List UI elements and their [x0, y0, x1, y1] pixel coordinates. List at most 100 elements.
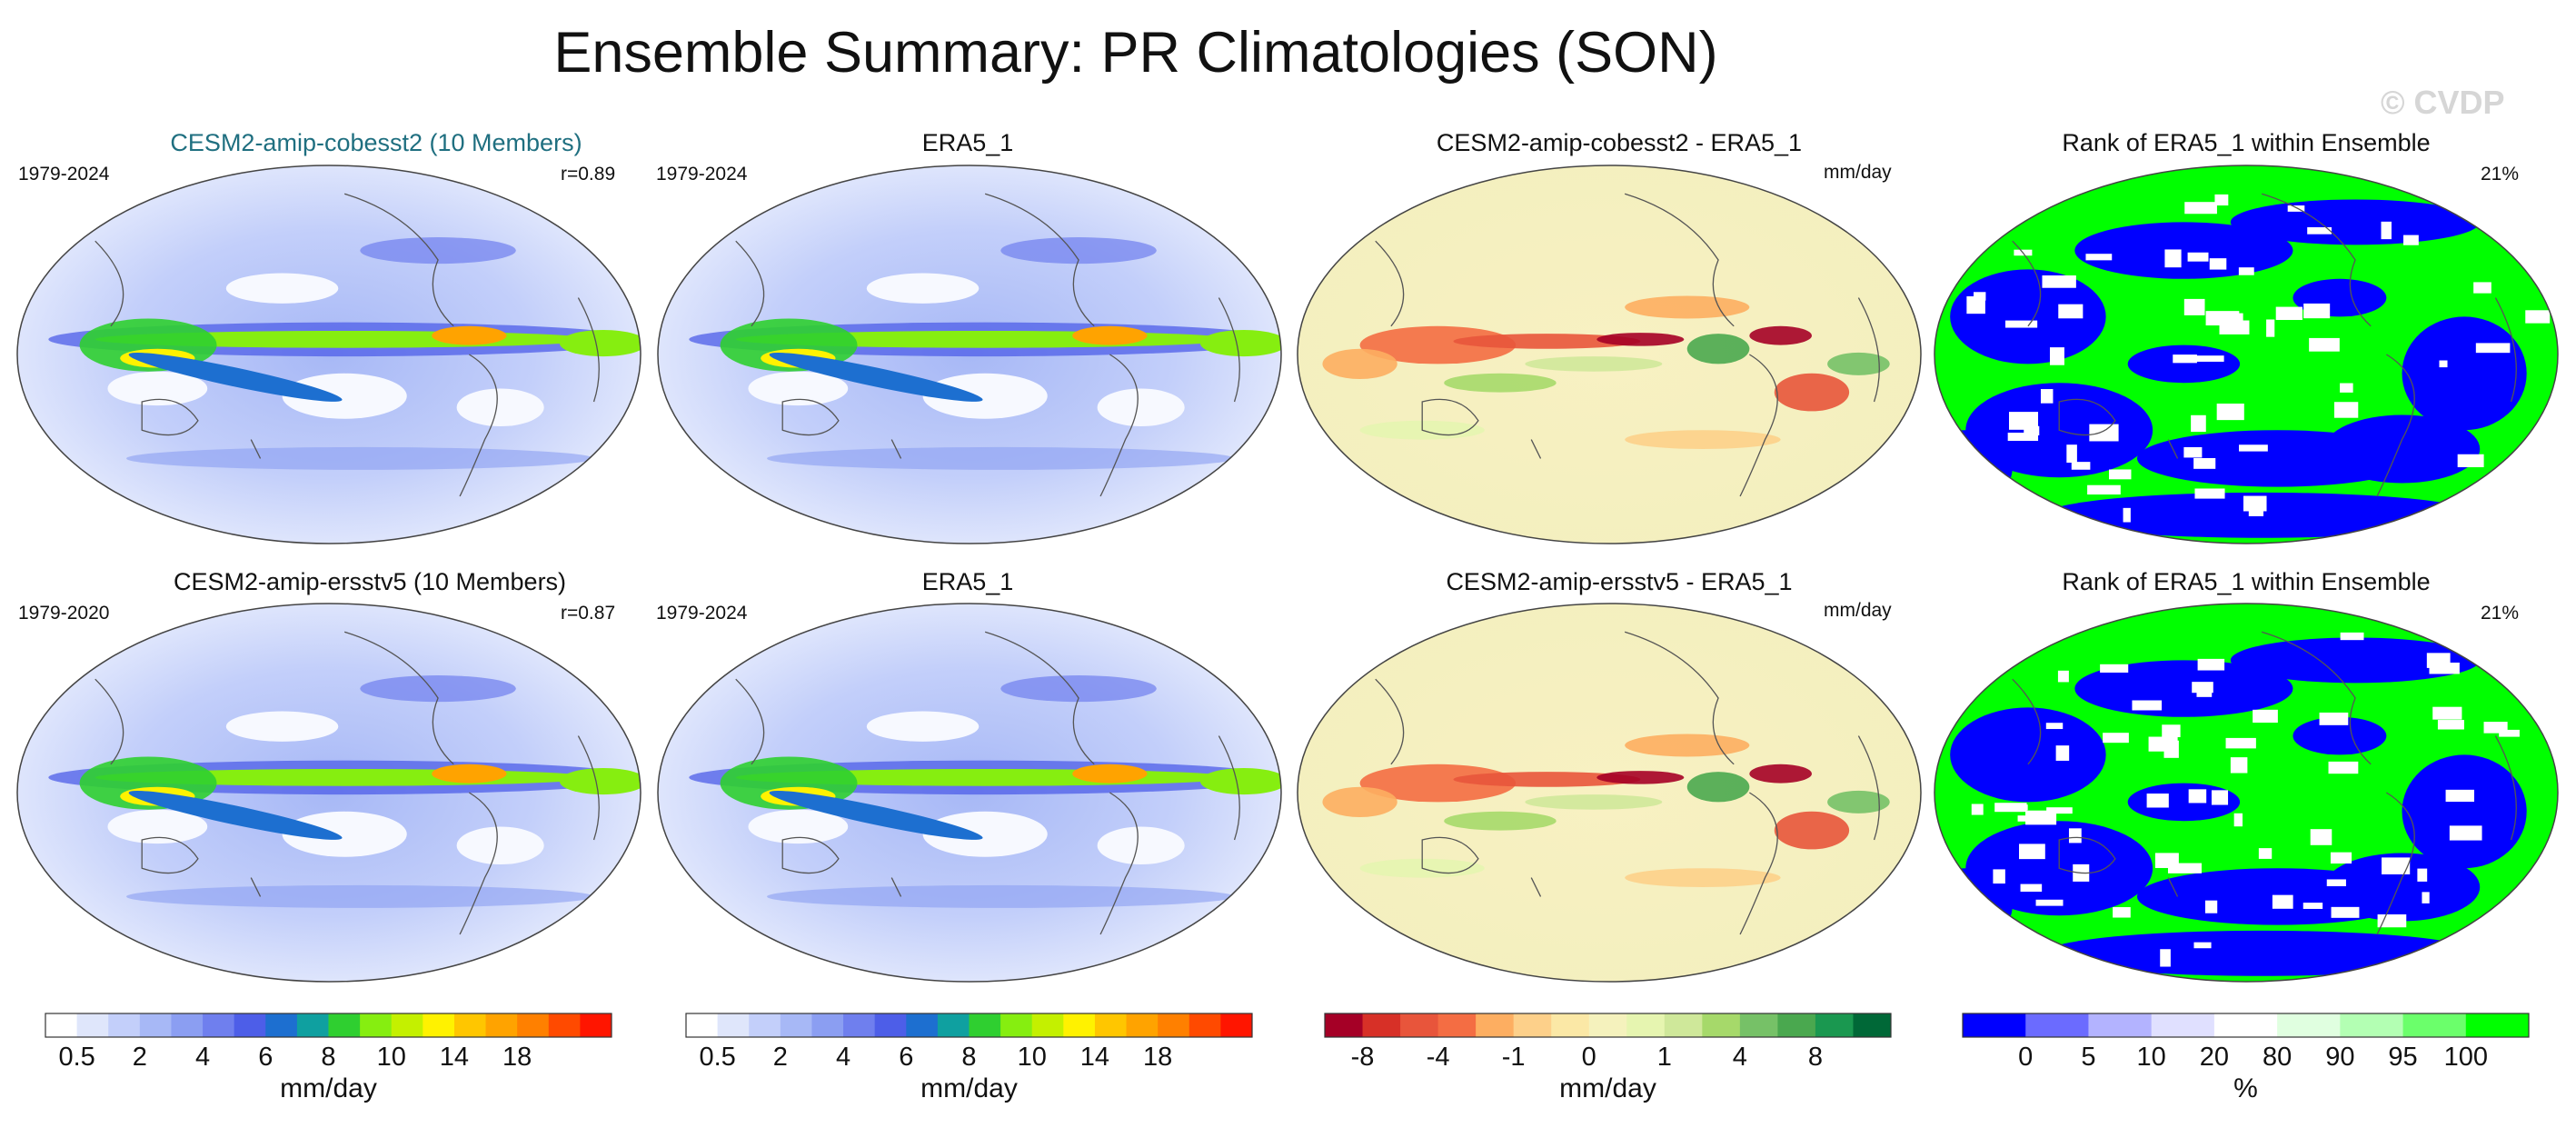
colorbar-swatch — [2402, 1013, 2467, 1037]
coastline — [1857, 297, 1880, 403]
coastline — [1421, 398, 1479, 436]
coastline — [890, 439, 902, 459]
storm-track-north — [360, 237, 516, 265]
dry-region — [1097, 388, 1185, 427]
diff-anomaly — [1359, 764, 1517, 803]
rank-mid-cell — [2422, 892, 2430, 903]
colorbar-swatch — [548, 1013, 581, 1037]
coastline — [343, 631, 454, 765]
colorbar-swatch — [296, 1013, 329, 1037]
colorbar-swatch — [1963, 1013, 2026, 1037]
colorbar-swatch — [580, 1013, 612, 1037]
dry-region — [456, 826, 544, 865]
rank-mid-cell — [2045, 723, 2064, 730]
diff-anomaly — [1453, 772, 1641, 787]
atlantic-itcz — [559, 329, 641, 357]
colorbar-swatch — [1031, 1013, 1064, 1037]
colorbar-swatch — [1094, 1013, 1128, 1037]
figure-title: Ensemble Summary: PR Climatologies (SON) — [553, 21, 1718, 85]
colorbar-tick-label: 14 — [439, 1043, 470, 1072]
rank-mid-cell — [2209, 258, 2227, 270]
rank-mid-cell — [2239, 444, 2268, 452]
colorbar-tick-label: 90 — [2325, 1043, 2355, 1072]
colorbar-swatch — [1702, 1013, 1741, 1037]
rank-mid-cell — [2473, 282, 2491, 294]
rank-mid-cell — [2272, 894, 2293, 909]
coastline — [2058, 836, 2116, 874]
rank-mid-cell — [2326, 879, 2346, 887]
coastline — [141, 398, 199, 436]
colorbar-tick-label: 18 — [502, 1043, 532, 1072]
diff-anomaly — [1525, 794, 1663, 810]
rank-mid-cell — [2020, 883, 2043, 893]
colorbar-units: mm/day — [1559, 1073, 1656, 1103]
rank-mid-cell — [2146, 794, 2169, 808]
colorbar-tick-label: 5 — [2081, 1043, 2096, 1072]
diff-anomaly — [1827, 352, 1890, 375]
panel-title-model-row1: CESM2-amip-cobesst2 (10 Members) — [170, 129, 582, 156]
map-panel-rank-row2 — [1934, 604, 2558, 982]
colorbar-swatch — [360, 1013, 393, 1037]
east-pacific-max — [432, 764, 507, 784]
rank-mid-cell — [2173, 354, 2197, 364]
colorbar-swatch — [2465, 1013, 2530, 1037]
rank-mid-cell — [2253, 709, 2278, 724]
colorbar-tick-label: 0.5 — [699, 1043, 736, 1072]
colorbar-tick-label: 0.5 — [58, 1043, 95, 1072]
colorbar-swatch — [1777, 1013, 1816, 1037]
coastline — [459, 792, 498, 935]
rank-mid-cell — [1993, 869, 2005, 884]
rank-mid-cell — [2230, 757, 2248, 774]
coastline — [2058, 398, 2116, 436]
colorbar-swatch — [171, 1013, 204, 1037]
rank-mid-cell — [2333, 402, 2359, 418]
panel-title-obs-row2: ERA5_1 — [921, 568, 1014, 595]
rank-low-region — [2323, 853, 2481, 922]
rank-mid-cell — [2148, 736, 2178, 752]
coastline — [1624, 193, 1735, 327]
east-pacific-max — [432, 325, 507, 345]
colorbar-swatch — [2213, 1013, 2278, 1037]
colorbar-swatch — [1362, 1013, 1401, 1037]
rank-mid-cell — [2437, 720, 2464, 730]
colorbar-swatch — [265, 1013, 298, 1037]
pattern-corr-row2: r=0.87 — [561, 603, 616, 624]
panel-title-diff-row2: CESM2-amip-ersstv5 - ERA5_1 — [1446, 568, 1793, 595]
colorbar-rank — [1962, 1013, 2530, 1038]
colorbar-tick-label: 10 — [376, 1043, 406, 1072]
colorbar-swatch — [1626, 1013, 1666, 1037]
storm-track-south — [126, 446, 594, 470]
rank-mid-cell — [2162, 724, 2181, 738]
rank-low-region — [2230, 637, 2481, 684]
coastline — [1218, 297, 1240, 403]
diff-anomaly — [1749, 764, 1812, 784]
coastline — [2012, 240, 2042, 327]
map-background — [1298, 604, 1921, 982]
rank-mid-cell — [2340, 383, 2353, 393]
colorbar-swatch — [391, 1013, 423, 1037]
east-pacific-max — [1072, 764, 1148, 784]
map-background — [1298, 165, 1921, 544]
colorbar-swatch — [1815, 1013, 1854, 1037]
colorbar-swatch — [811, 1013, 844, 1037]
diff-anomaly — [1625, 430, 1781, 449]
coastline — [1739, 792, 1778, 935]
colorbar-precip-obs — [685, 1013, 1253, 1038]
colorbar-swatch — [139, 1013, 172, 1037]
colorbar-tick-label: -1 — [1501, 1043, 1526, 1072]
colorbar-swatch — [328, 1013, 361, 1037]
map-panel-diff-row1 — [1298, 165, 1921, 544]
dry-region — [922, 373, 1048, 419]
dry-region — [922, 811, 1048, 857]
rank-mid-cell — [2287, 205, 2305, 212]
coastline — [94, 240, 124, 327]
colorbar-tick-label: 100 — [2443, 1043, 2488, 1072]
storm-track-south — [767, 884, 1235, 908]
spcz-band — [769, 791, 983, 840]
colorbar-swatch — [2340, 1013, 2404, 1037]
rank-mid-cell — [2309, 337, 2340, 352]
diff-anomaly — [1322, 786, 1397, 818]
rank-mid-cell — [2445, 789, 2474, 803]
colorbar-tick-label: 10 — [2136, 1043, 2166, 1072]
